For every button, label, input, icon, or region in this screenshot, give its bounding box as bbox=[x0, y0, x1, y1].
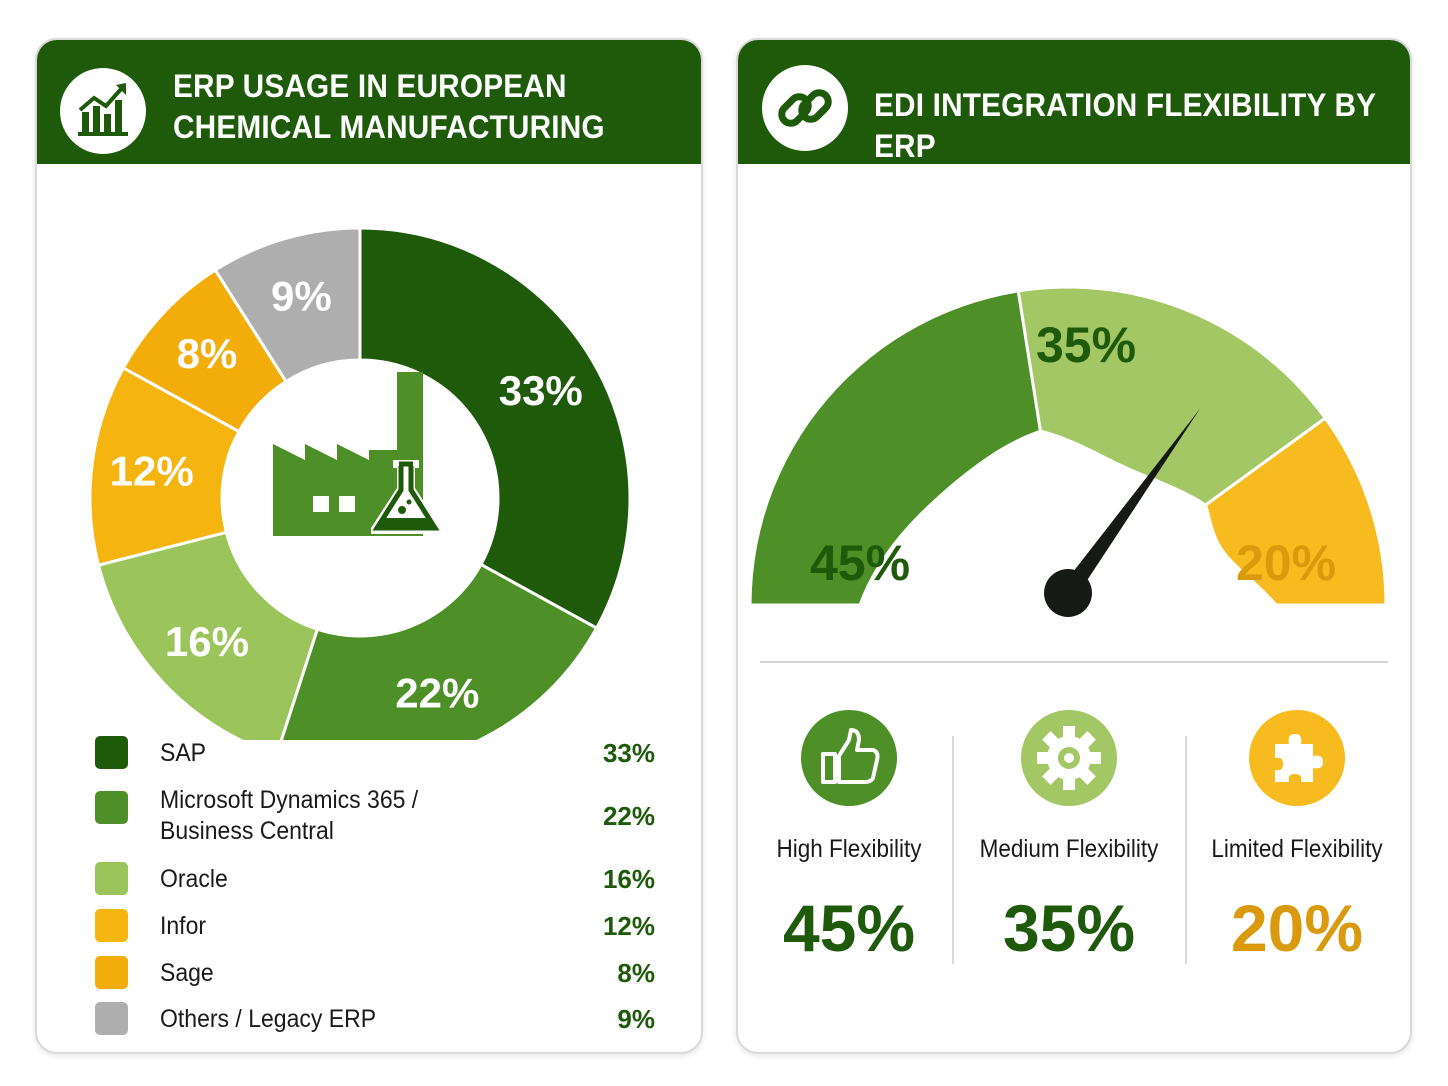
donut-slice-label: 8% bbox=[177, 330, 238, 377]
erp-donut-chart: 33% 22% 16% 12% 8% 9% bbox=[88, 226, 632, 740]
legend-swatch bbox=[95, 1002, 128, 1035]
gauge-segment-label: 45% bbox=[810, 535, 910, 591]
edi-card-title: EDI INTEGRATION FLEXIBILITY BY ERP bbox=[874, 87, 1376, 164]
gauge-segment-3 bbox=[1203, 415, 1388, 607]
legend-label: Oracle bbox=[160, 865, 228, 893]
thumbs-up-icon bbox=[801, 710, 897, 806]
erp-title-line2: CHEMICAL MANUFACTURING bbox=[173, 109, 605, 145]
legend-value: 16% bbox=[602, 864, 655, 894]
legend-swatch bbox=[95, 956, 128, 989]
donut-slice-label: 33% bbox=[499, 367, 583, 414]
legend-label: Infor bbox=[160, 912, 207, 940]
donut-slice-label: 16% bbox=[165, 618, 249, 665]
legend-value: 9% bbox=[617, 1004, 655, 1034]
legend-value: 12% bbox=[602, 911, 655, 941]
legend-label: Others / Legacy ERP bbox=[160, 1005, 377, 1033]
legend-value: 33% bbox=[602, 738, 655, 768]
gear-icon bbox=[1021, 710, 1117, 806]
donut-slice-1 bbox=[358, 226, 632, 631]
high-flexibility-label: High Flexibility bbox=[776, 835, 922, 863]
erp-usage-card: ERP USAGE IN EUROPEAN CHEMICAL MANUFACTU… bbox=[35, 38, 703, 1054]
legend-label: SAP bbox=[160, 739, 207, 767]
gauge-segment-label: 35% bbox=[1036, 317, 1136, 373]
donut-slice-label: 9% bbox=[271, 272, 332, 319]
legend-swatch bbox=[95, 909, 128, 942]
gauge-segment-label: 20% bbox=[1236, 535, 1336, 591]
high-flexibility-value: 45% bbox=[782, 891, 916, 965]
gauge-needle-hub bbox=[1044, 569, 1092, 617]
legend-swatch bbox=[95, 791, 128, 824]
legend-value: 8% bbox=[617, 958, 655, 988]
limited-flexibility-value: 20% bbox=[1230, 891, 1364, 965]
factory-flask-icon bbox=[273, 372, 441, 536]
legend-label: Sage bbox=[160, 959, 214, 987]
column-divider bbox=[1185, 736, 1187, 964]
legend-swatch bbox=[95, 862, 128, 895]
limited-flexibility-label: Limited Flexibility bbox=[1211, 835, 1383, 863]
edi-card-header: EDI INTEGRATION FLEXIBILITY BY ERP bbox=[738, 40, 1410, 164]
gauge-needle bbox=[1060, 408, 1201, 599]
puzzle-piece-icon bbox=[1249, 710, 1345, 806]
erp-title-line1: ERP USAGE IN EUROPEAN bbox=[173, 68, 567, 104]
edi-gauge-chart: 45% 35% 20% bbox=[748, 285, 1388, 617]
donut-slice-3 bbox=[96, 530, 320, 740]
donut-slice-label: 12% bbox=[110, 448, 194, 495]
erp-card-title: ERP USAGE IN EUROPEAN CHEMICAL MANUFACTU… bbox=[173, 66, 657, 148]
edi-flexibility-card: EDI INTEGRATION FLEXIBILITY BY ERP 45% 35… bbox=[736, 38, 1412, 1054]
column-divider bbox=[952, 736, 954, 964]
section-divider bbox=[760, 661, 1388, 663]
medium-flexibility-label: Medium Flexibility bbox=[979, 835, 1159, 863]
legend-swatch bbox=[95, 736, 128, 769]
legend-value: 22% bbox=[602, 801, 655, 831]
legend-label: Microsoft Dynamics 365 / Business Centra… bbox=[160, 786, 419, 845]
donut-slice-label: 22% bbox=[395, 669, 479, 716]
chain-link-icon bbox=[762, 65, 848, 151]
donut-slice-6 bbox=[213, 226, 362, 384]
erp-card-header: ERP USAGE IN EUROPEAN CHEMICAL MANUFACTU… bbox=[37, 40, 701, 164]
growth-chart-icon bbox=[60, 68, 146, 154]
medium-flexibility-value: 35% bbox=[1002, 891, 1136, 965]
donut-slice-2 bbox=[279, 562, 599, 740]
